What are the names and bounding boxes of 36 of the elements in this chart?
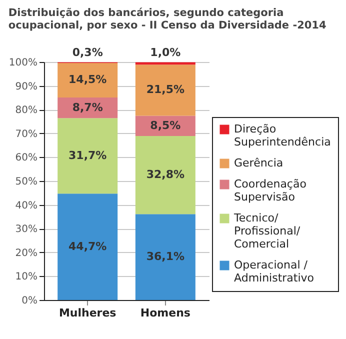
x-tick-label: Homens — [140, 306, 191, 320]
data-label: 8,5% — [150, 118, 181, 132]
legend-label: Gerência — [234, 156, 284, 170]
data-label: 36,1% — [146, 250, 184, 264]
bar — [58, 118, 118, 194]
y-tick-label: 50% — [15, 176, 38, 188]
data-label: 44,7% — [68, 240, 107, 253]
chart-title: Distribuição dos bancários, segundo categoria ocupacional, por sexo - II Censo da Diversidade -2014 — [8, 7, 326, 32]
y-tick-label: 70% — [15, 128, 38, 140]
y-tick-label: 10% — [15, 272, 38, 283]
bar — [58, 62, 118, 98]
y-tick-label: 90% — [15, 81, 38, 92]
y-tick-label: 100% — [8, 58, 38, 68]
data-label: 31,7% — [68, 148, 107, 162]
y-tick-label: 60% — [15, 152, 38, 164]
data-label: 8,7% — [72, 100, 103, 114]
legend-label: Coordenação Supervisão — [234, 178, 307, 204]
bar — [135, 214, 196, 300]
y-tick-label: 30% — [15, 224, 38, 236]
bar — [135, 136, 196, 214]
data-label: 32,8% — [146, 168, 184, 182]
y-tick-label: 20% — [15, 248, 38, 259]
legend-label: Tecnico/ Profissional/ Comercial — [233, 212, 300, 250]
legend-label: Operacional / Administrativo — [234, 258, 314, 284]
data-label: 21,5% — [146, 83, 184, 96]
data-label: 14,5% — [68, 73, 107, 86]
bar — [135, 64, 196, 116]
data-label: 0,3% — [72, 46, 103, 60]
y-tick-label: 0% — [22, 296, 38, 306]
y-tick-label: 80% — [15, 105, 38, 116]
bar — [135, 62, 196, 65]
bar — [58, 194, 118, 300]
x-tick-label: Mulheres — [58, 306, 117, 320]
legend-label: Direção Superintendência — [234, 122, 331, 148]
data-label: 1,0% — [150, 46, 181, 60]
y-tick-label: 40% — [15, 200, 38, 212]
